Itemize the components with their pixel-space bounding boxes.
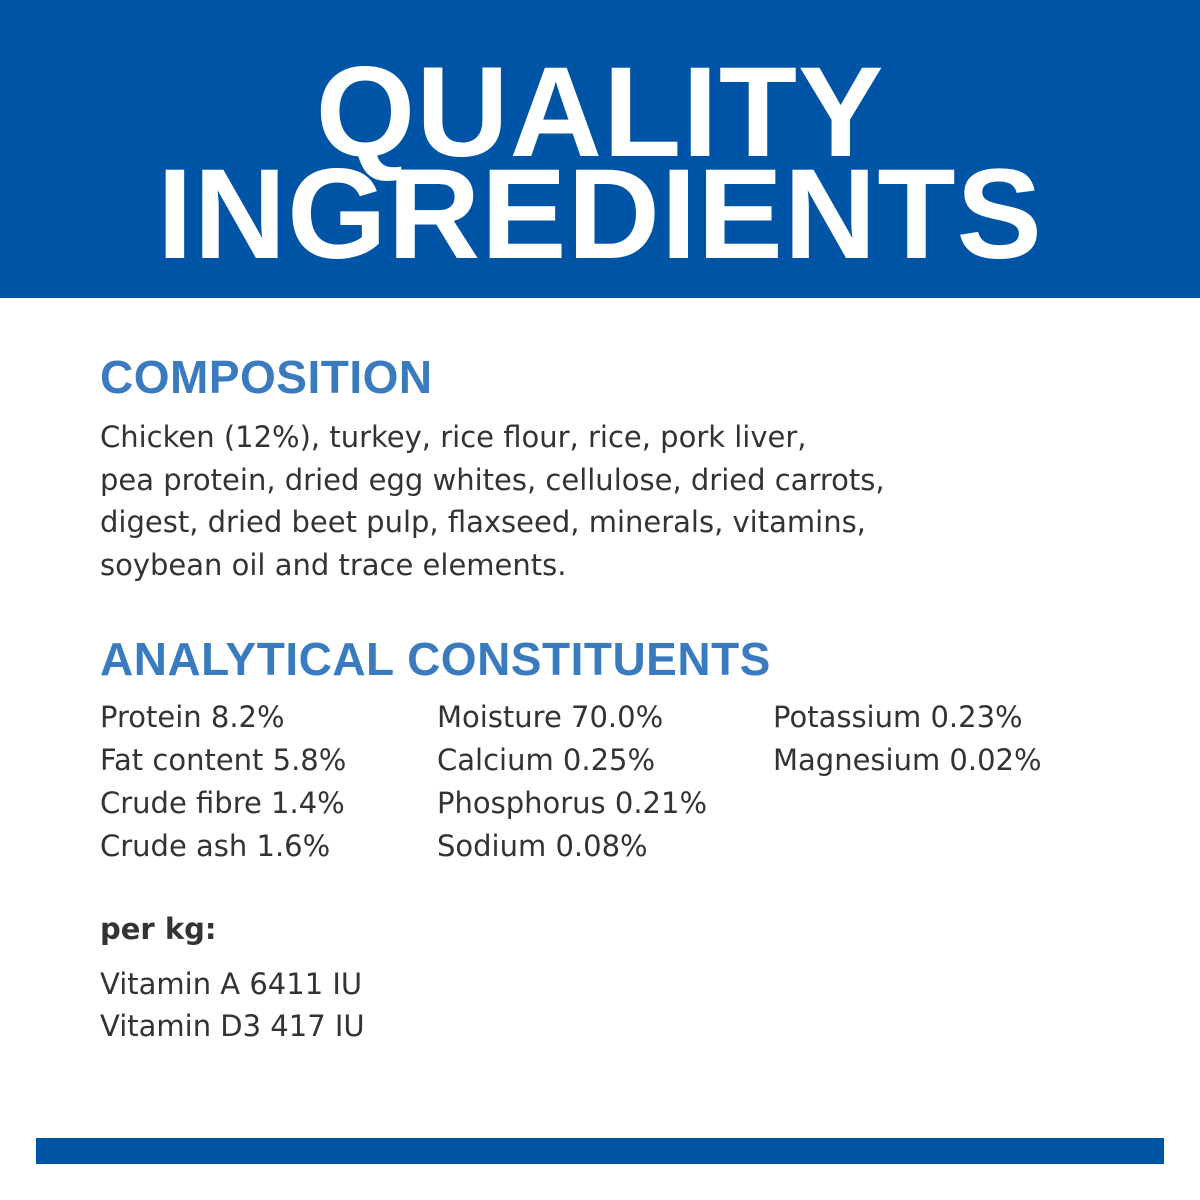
vitamin-item: Vitamin D3 417 IU bbox=[100, 1009, 365, 1043]
composition-line: Chicken (12%), turkey, rice flour, rice,… bbox=[100, 420, 807, 454]
constituent: Fat content 5.8% bbox=[100, 743, 347, 777]
constituents-column-1: Protein 8.2% Fat content 5.8% Crude fibr… bbox=[100, 696, 346, 868]
footer-bar bbox=[36, 1138, 1164, 1164]
composition-heading: COMPOSITION bbox=[100, 351, 433, 403]
title-banner: QUALITY INGREDIENTS bbox=[0, 0, 1200, 298]
title-line-1: QUALITY bbox=[315, 41, 885, 184]
vitamins-list: Vitamin A 6411 IU Vitamin D3 417 IU bbox=[100, 963, 365, 1047]
composition-line: pea protein, dried egg whites, cellulose… bbox=[100, 462, 885, 497]
constituent: Moisture 70.0% bbox=[437, 700, 664, 734]
composition-line: digest, dried beet pulp, flaxseed, miner… bbox=[100, 505, 866, 539]
constituents-column-3: Potassium 0.23% Magnesium 0.02% bbox=[773, 696, 1042, 782]
constituent: Magnesium 0.02% bbox=[773, 743, 1042, 777]
title-line-2: INGREDIENTS bbox=[157, 143, 1043, 286]
constituent: Crude fibre 1.4% bbox=[100, 786, 345, 820]
constituent: Protein 8.2% bbox=[100, 700, 285, 734]
constituent: Potassium 0.23% bbox=[773, 700, 1023, 734]
constituent: Calcium 0.25% bbox=[437, 743, 656, 777]
composition-line: soybean oil and trace elements. bbox=[100, 547, 567, 582]
constituent: Sodium 0.08% bbox=[437, 829, 648, 863]
page-title: QUALITY INGREDIENTS bbox=[0, 0, 1200, 279]
per-kg-label: per kg: bbox=[100, 912, 217, 946]
analytical-heading: ANALYTICAL CONSTITUENTS bbox=[100, 633, 771, 685]
constituent: Phosphorus 0.21% bbox=[437, 786, 708, 820]
constituent: Crude ash 1.6% bbox=[100, 829, 331, 863]
constituents-column-2: Moisture 70.0% Calcium 0.25% Phosphorus … bbox=[437, 696, 707, 868]
composition-text: Chicken (12%), turkey, rice flour, rice,… bbox=[100, 416, 1100, 586]
vitamin-item: Vitamin A 6411 IU bbox=[100, 967, 363, 1001]
